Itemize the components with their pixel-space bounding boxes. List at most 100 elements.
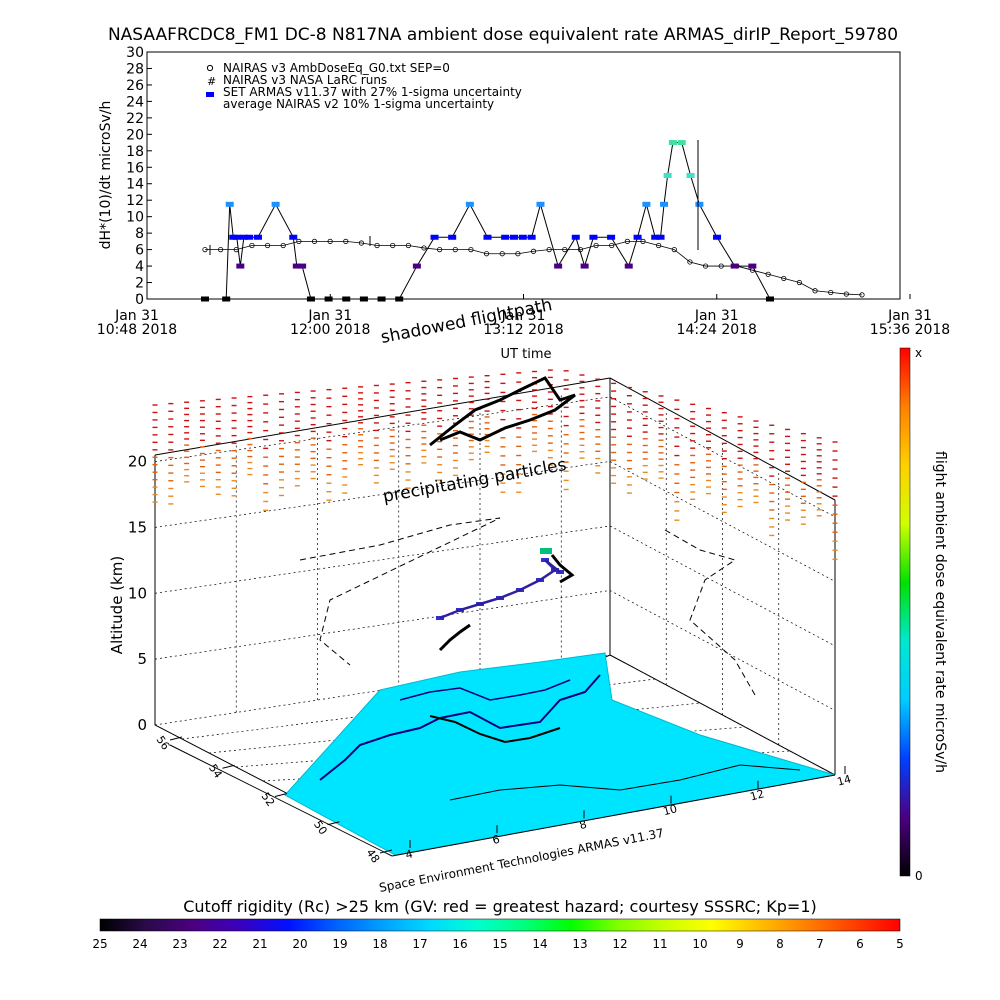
series-armas-line bbox=[205, 142, 771, 300]
armas-point bbox=[342, 296, 351, 302]
armas-point bbox=[509, 234, 518, 240]
armas-point bbox=[656, 234, 665, 240]
armas-point bbox=[239, 234, 248, 240]
armas-point bbox=[448, 234, 457, 240]
armas-point bbox=[359, 296, 368, 302]
armas-point bbox=[298, 263, 307, 269]
legend-symbol-diamond bbox=[206, 64, 214, 72]
legend-entry-armas: SET ARMAS v11.37 with 27% 1-sigma uncert… bbox=[223, 85, 522, 99]
rigidity-tick-label: 12 bbox=[612, 937, 627, 951]
armas-point bbox=[660, 201, 669, 207]
nairas-v3-point bbox=[859, 292, 865, 298]
longitude-tick-label: 8 bbox=[578, 818, 588, 832]
nairas-v3-point bbox=[374, 242, 380, 249]
particle-column bbox=[184, 401, 190, 483]
altitude-grid-line bbox=[154, 525, 836, 647]
nairas-v3-point bbox=[812, 288, 818, 294]
armas-point bbox=[571, 234, 580, 240]
nairas-v3-point bbox=[343, 238, 349, 244]
nairas-v3-point bbox=[202, 247, 208, 253]
x-tick-label-time: 13:12 2018 bbox=[483, 322, 563, 338]
nairas-v3-point bbox=[781, 275, 787, 282]
rigidity-bar-fill bbox=[99, 918, 901, 932]
y-tick-label: 20 bbox=[126, 127, 144, 143]
latitude-tick-mark bbox=[274, 793, 288, 797]
x-tick-label-date: Jan 31 bbox=[887, 308, 932, 324]
rigidity-tick-label: 20 bbox=[292, 937, 307, 951]
armas-point bbox=[554, 263, 563, 269]
particle-column bbox=[626, 386, 632, 494]
altitude-grid-line bbox=[154, 590, 836, 711]
particle-column bbox=[373, 384, 379, 484]
nairas-v3-point bbox=[671, 247, 677, 253]
armas-point bbox=[395, 296, 404, 302]
particle-column bbox=[690, 403, 696, 501]
nairas-v3-point bbox=[249, 242, 255, 249]
armas-point bbox=[501, 234, 510, 240]
longitude-tick-label: 12 bbox=[749, 787, 766, 803]
rigidity-tick-label: 25 bbox=[92, 937, 107, 951]
armas-point bbox=[289, 234, 298, 240]
armas-point bbox=[607, 234, 616, 240]
latitude-tick-mark bbox=[379, 849, 393, 854]
legend-symbol-hash: # bbox=[207, 75, 216, 88]
series-nairas-v3-line bbox=[205, 240, 863, 296]
rigidity-tick-label: 23 bbox=[172, 937, 187, 951]
particle-column bbox=[279, 393, 285, 497]
x-tick-label-date: Jan 31 bbox=[114, 308, 159, 324]
particle-column bbox=[168, 402, 174, 505]
particle-column bbox=[342, 387, 348, 494]
particle-column bbox=[358, 386, 364, 466]
y-tick-label: 16 bbox=[126, 160, 144, 176]
shadowed-flightpath bbox=[429, 376, 576, 447]
nairas-v3-point bbox=[280, 242, 286, 249]
nairas-v3-point bbox=[296, 238, 302, 244]
armas-point bbox=[236, 263, 245, 269]
armas-point bbox=[430, 234, 439, 240]
nairas-v3-point bbox=[327, 238, 333, 244]
shadow-track-left-wall bbox=[299, 517, 501, 666]
particle-column bbox=[437, 379, 443, 481]
latitude-tick-mark bbox=[169, 736, 183, 741]
rigidity-colorbar: Cutoff rigidity (Rc) >25 km (GV: red = g… bbox=[92, 897, 903, 951]
flight-climb-segment bbox=[438, 623, 471, 652]
x-tick-label-date: Jan 31 bbox=[694, 308, 739, 324]
armas-point bbox=[651, 234, 660, 240]
particle-column bbox=[294, 391, 300, 487]
armas-point bbox=[225, 201, 234, 207]
altitude-tick-label: 20 bbox=[128, 453, 147, 471]
particle-column bbox=[832, 441, 838, 560]
x-tick-label-date: Jan 31 bbox=[307, 308, 352, 324]
rigidity-tick-label: 9 bbox=[736, 937, 744, 951]
nairas-v3-point bbox=[687, 259, 693, 265]
armas-point bbox=[201, 296, 209, 302]
coastline bbox=[319, 674, 601, 781]
altitude-grid-line bbox=[154, 654, 836, 776]
armas-point bbox=[518, 234, 527, 240]
y-tick-label: 22 bbox=[126, 111, 144, 127]
rigidity-tick-label: 22 bbox=[212, 937, 227, 951]
armas-point bbox=[222, 296, 231, 302]
coastline-secondary bbox=[399, 679, 571, 701]
nairas-v3-point bbox=[640, 238, 646, 244]
rigidity-tick-label: 13 bbox=[572, 937, 587, 951]
border-lines bbox=[449, 764, 801, 801]
y-tick-label: 2 bbox=[135, 276, 144, 292]
altitude-tick-label: 5 bbox=[137, 650, 147, 668]
armas-point bbox=[668, 140, 677, 146]
dose-colorbar-top-label: x bbox=[915, 346, 922, 360]
x-tick-label-time: 15:36 2018 bbox=[870, 322, 950, 338]
particle-column bbox=[579, 374, 585, 459]
y-tick-label: 30 bbox=[126, 45, 144, 61]
nairas-v3-point bbox=[828, 289, 834, 296]
rigidity-tick-label: 5 bbox=[896, 937, 904, 951]
longitude-tick-label: 14 bbox=[836, 773, 853, 789]
rigidity-tick-label: 10 bbox=[692, 937, 707, 951]
particle-column bbox=[674, 399, 680, 521]
armas-point bbox=[245, 234, 254, 240]
armas-point bbox=[483, 234, 492, 240]
y-tick-label: 6 bbox=[135, 243, 144, 259]
